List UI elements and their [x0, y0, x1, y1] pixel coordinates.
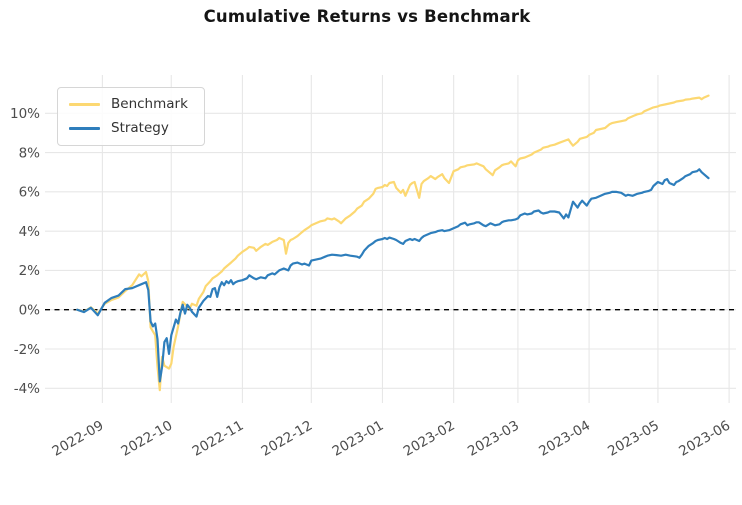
- series-line-strategy: [76, 168, 710, 383]
- legend-item-strategy: Strategy: [69, 119, 188, 136]
- x-tick-label: 2023-02: [401, 418, 458, 460]
- benchmark-line-swatch-icon: [69, 103, 100, 107]
- x-tick-label: 2023-04: [536, 418, 593, 460]
- y-tick-label: 6%: [19, 185, 41, 201]
- x-tick-label: 2023-03: [465, 418, 522, 460]
- x-tick-label: 2022-09: [50, 418, 107, 460]
- y-tick-label: -4%: [14, 381, 40, 397]
- y-tick-label: -2%: [14, 342, 40, 358]
- x-tick-label: 2022-12: [258, 418, 315, 460]
- y-tick-label: 4%: [19, 224, 41, 240]
- legend-label-benchmark: Benchmark: [111, 96, 188, 112]
- legend-item-benchmark: Benchmark: [69, 96, 188, 112]
- y-tick-label: 0%: [19, 303, 41, 319]
- legend-label-strategy: Strategy: [111, 119, 169, 136]
- y-tick-label: 10%: [10, 106, 40, 122]
- chart-title: Cumulative Returns vs Benchmark: [203, 7, 531, 26]
- strategy-line-swatch-icon: [69, 126, 100, 130]
- x-tick-label: 2023-01: [330, 418, 387, 460]
- y-tick-label: 8%: [19, 145, 41, 161]
- y-tick-label: 2%: [19, 263, 41, 279]
- x-tick-label: 2022-11: [190, 418, 247, 460]
- x-tick-label: 2023-06: [676, 418, 733, 460]
- x-tick-label: 2022-10: [118, 418, 175, 460]
- x-tick-label: 2023-05: [605, 418, 662, 460]
- series-line-benchmark: [76, 94, 710, 392]
- legend: Benchmark Strategy: [57, 87, 205, 146]
